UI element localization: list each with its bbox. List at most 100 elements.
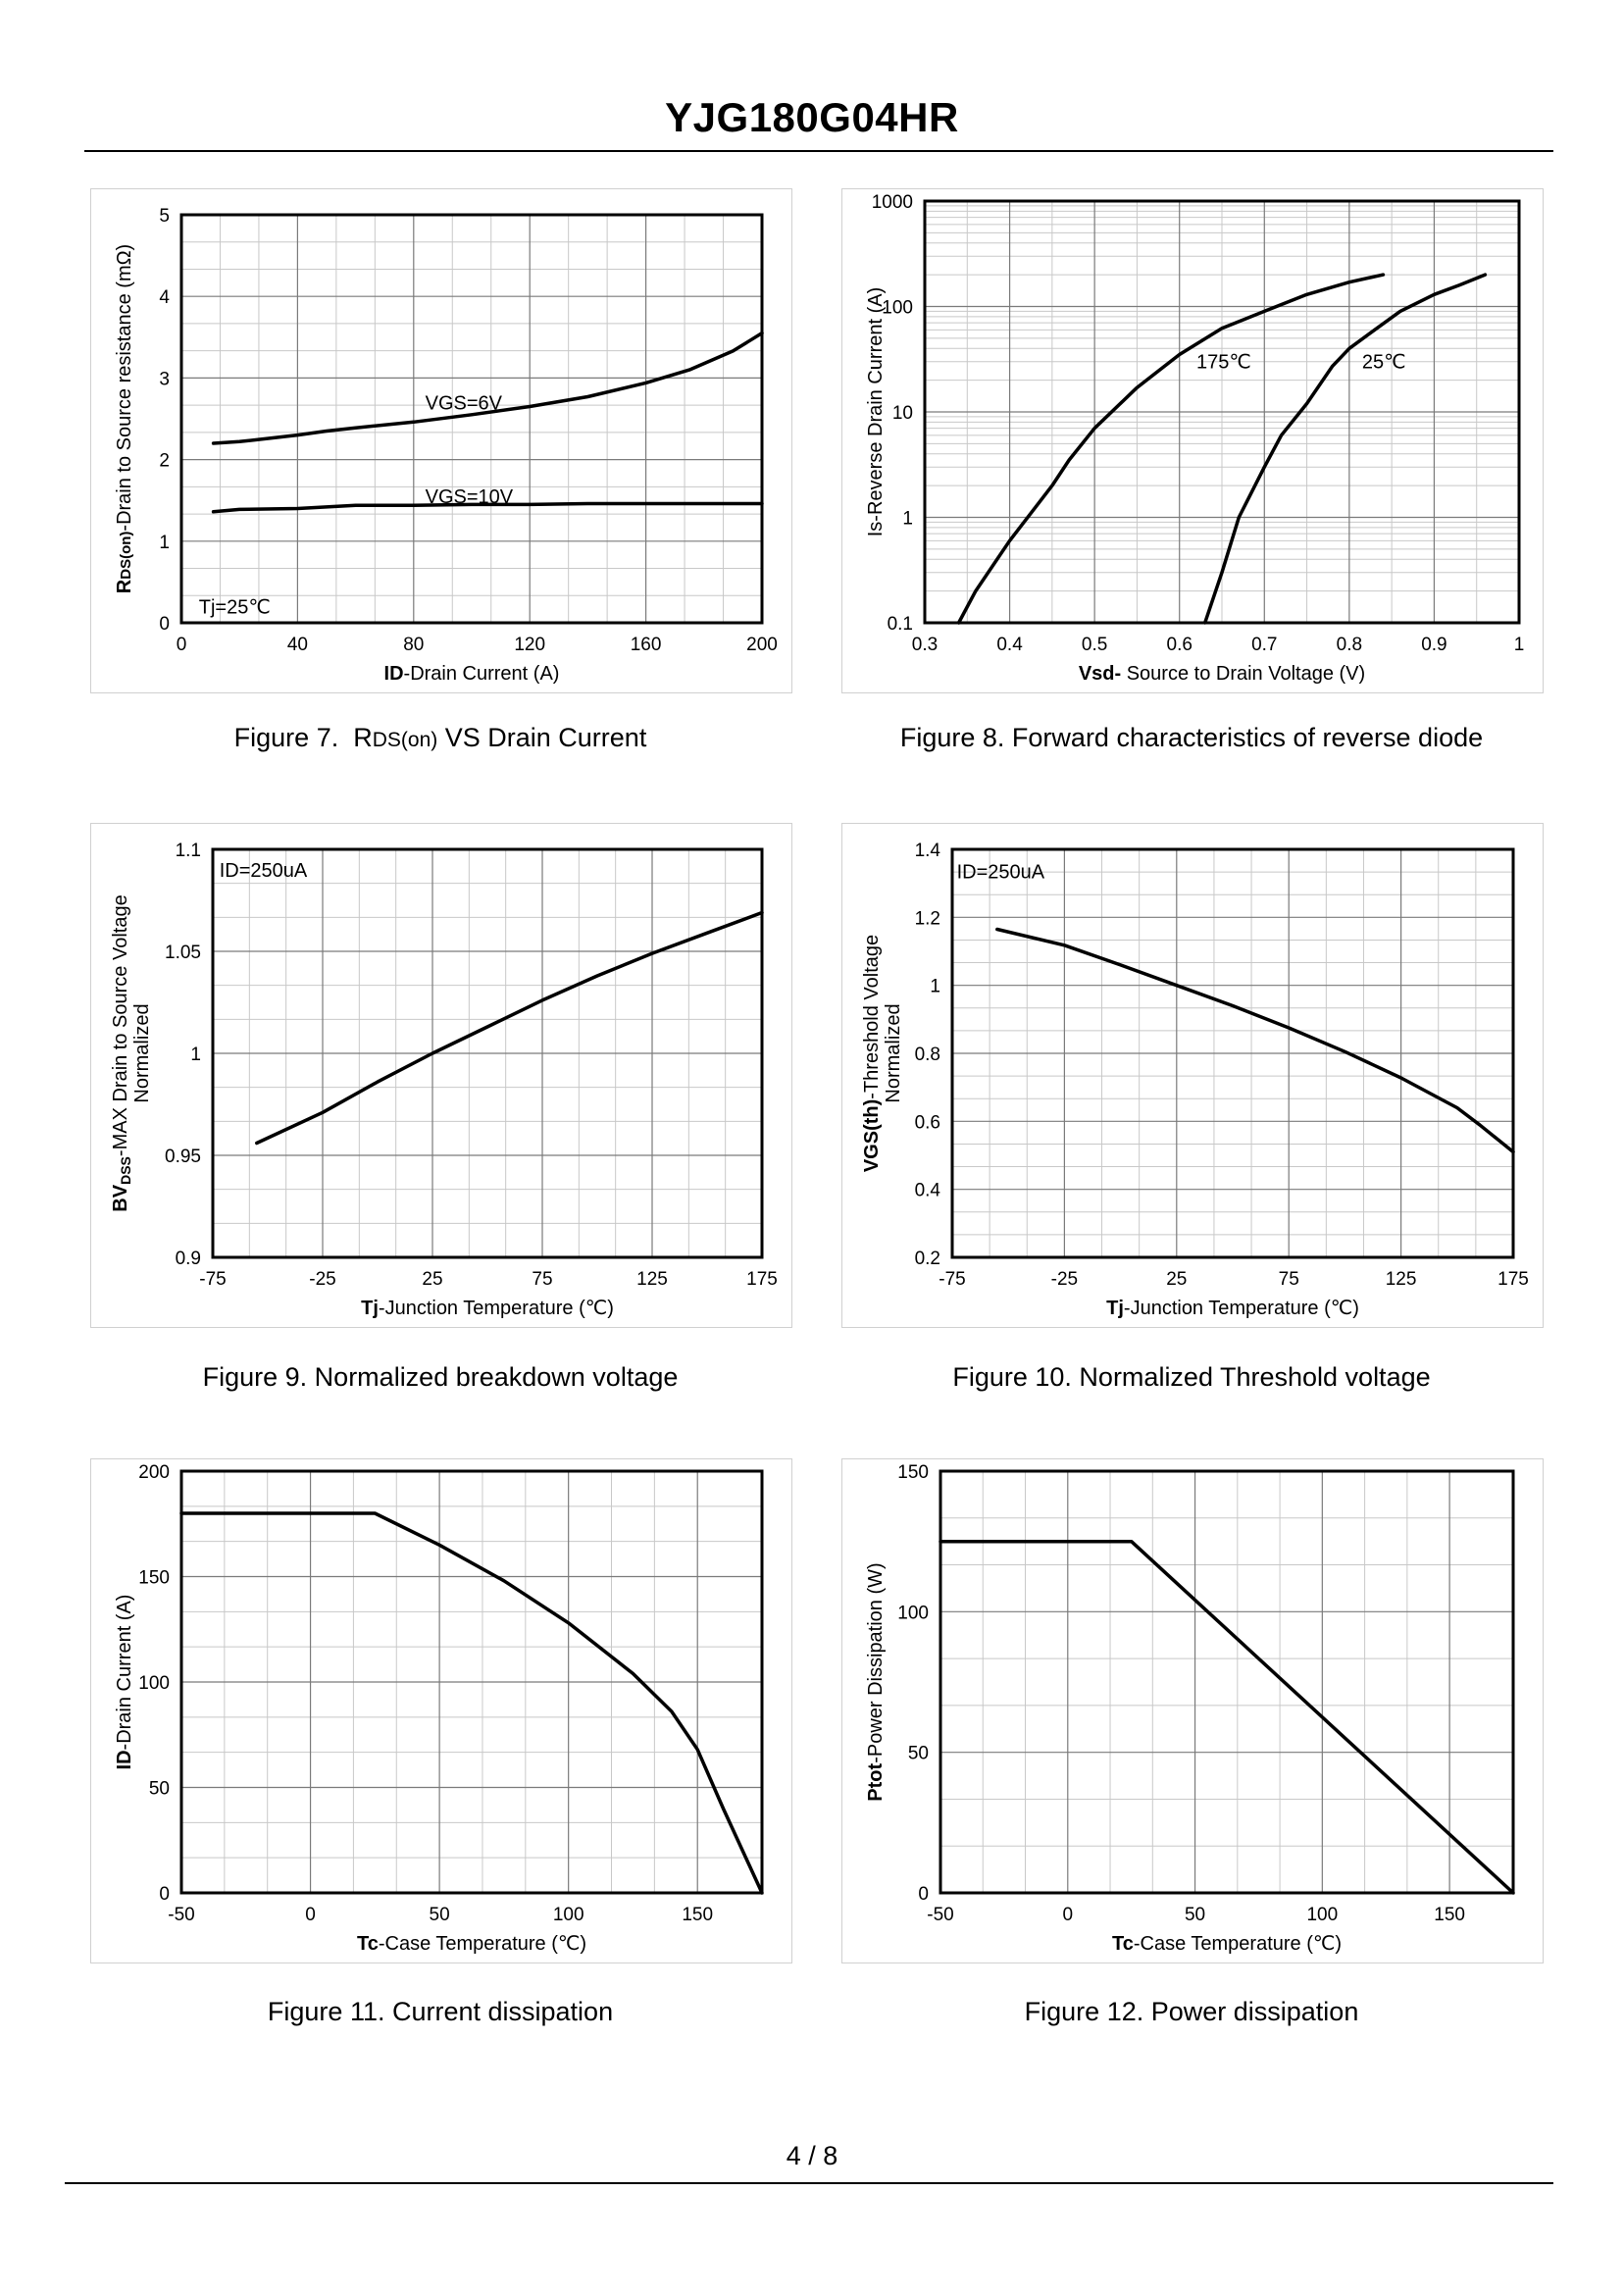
y-axis-label: ID-Drain Current (A) — [114, 1595, 135, 1770]
x-tick-label: 0.7 — [1251, 635, 1277, 655]
y-tick-label: 1.05 — [165, 943, 201, 963]
x-tick-label: -50 — [927, 1905, 953, 1925]
y-tick-label: 50 — [908, 1744, 929, 1764]
footer-rule — [65, 2182, 1553, 2184]
x-tick-label: 80 — [403, 635, 424, 655]
y-axis-label: Is-Reverse Drain Current (A) — [865, 287, 887, 537]
y-tick-label: 1 — [159, 533, 170, 553]
y-tick-label: 5 — [159, 206, 170, 227]
x-tick-label: 0.9 — [1421, 635, 1446, 655]
x-tick-label: -75 — [199, 1269, 226, 1290]
grid — [212, 848, 763, 1258]
y-tick-label: 2 — [159, 451, 170, 472]
y-tick-label: 100 — [138, 1673, 170, 1694]
grid — [180, 1470, 762, 1894]
x-tick-label: 0.4 — [996, 635, 1023, 655]
header-rule — [84, 150, 1553, 152]
x-axis-label: Tj-Junction Temperature (℃) — [361, 1298, 614, 1319]
plot-frame — [950, 847, 1515, 1259]
page-number: 4 / 8 — [786, 2141, 838, 2170]
x-tick-label: 25 — [422, 1269, 442, 1290]
y-tick-label: 150 — [138, 1568, 170, 1589]
y-axis-title: BVDSS-MAX Drain to Source Voltage — [110, 894, 133, 1211]
annotation-label: ID=250uA — [220, 860, 308, 882]
y-axis-title: Is-Reverse Drain Current (A) — [865, 287, 887, 537]
y-tick-label: 100 — [882, 298, 913, 319]
annotation-label: 175℃ — [1196, 352, 1251, 374]
grid — [924, 200, 1520, 624]
y-axis-label: BVDSS-MAX Drain to Source Voltage Normali… — [110, 894, 153, 1211]
x-axis-label: Tc-Case Temperature (℃) — [1112, 1933, 1342, 1955]
y-tick-label: 0.9 — [176, 1249, 201, 1269]
y-axis-title: Ptot-Power Dissipation (W) — [865, 1562, 887, 1801]
annotation-label: Tj=25℃ — [199, 596, 271, 618]
chart-fig9: -75 -25 25 75 125 175 0.9 0.95 1 1.05 1.1 Tj-Juncti… — [90, 823, 792, 1328]
plot-frame — [179, 1469, 764, 1895]
y-tick-label: 0.6 — [915, 1112, 940, 1133]
annotation-label: 25℃ — [1362, 352, 1406, 374]
y-tick-label: 0.1 — [888, 614, 913, 635]
x-tick-label: 175 — [1497, 1269, 1529, 1290]
caption-fig12: Figure 12. Power dissipation — [1024, 1997, 1359, 2026]
series-line — [939, 1539, 1515, 1895]
series-line — [179, 1511, 764, 1895]
x-tick-label: 40 — [287, 635, 308, 655]
y-axis-label: Ptot-Power Dissipation (W) — [865, 1562, 887, 1801]
y-tick-label: 1 — [930, 977, 940, 997]
x-tick-label: 150 — [682, 1905, 713, 1925]
x-tick-label: -25 — [1051, 1269, 1078, 1290]
x-tick-label: 100 — [1306, 1905, 1338, 1925]
chart-fig8: 0.3 0.4 0.5 0.6 0.7 0.8 0.9 1 0.1 1 10 100 1000 Vsd- … — [841, 188, 1544, 693]
x-tick-label: 125 — [1386, 1269, 1417, 1290]
x-tick-label: 200 — [746, 635, 778, 655]
x-axis-label: Tj-Junction Temperature (℃) — [1106, 1298, 1359, 1319]
series-line — [1202, 273, 1488, 625]
caption-fig8: Figure 8. Forward characteristics of rev… — [899, 723, 1484, 752]
x-tick-label: -50 — [168, 1905, 194, 1925]
y-tick-label: 1000 — [872, 192, 913, 213]
y-axis-label: RDS(on)-Drain to Source resistance (mΩ) — [114, 244, 135, 593]
x-tick-label: 100 — [553, 1905, 584, 1925]
chart-fig10: -75 -25 25 75 125 175 0.2 0.4 0.6 0.8 1 1.2 1.4 Tj-Ju… — [841, 823, 1544, 1328]
x-tick-label: 0.5 — [1082, 635, 1107, 655]
x-axis-label: ID-Drain Current (A) — [384, 663, 560, 685]
y-axis-title: RDS(on)-Drain to Source resistance (mΩ) — [114, 244, 135, 593]
plot-frame — [211, 847, 764, 1259]
series-line — [995, 927, 1515, 1154]
x-tick-label: 25 — [1166, 1269, 1187, 1290]
y-tick-label: 0.4 — [915, 1181, 941, 1201]
y-tick-label: 1 — [190, 1045, 201, 1065]
y-tick-label: 3 — [159, 369, 170, 389]
chart-fig12: -50 0 50 100 150 0 50 100 150 Tc-Case Temperature… — [841, 1458, 1544, 1963]
y-tick-label: 1 — [902, 509, 913, 530]
caption-fig7: Figure 7. RDS(on) VS Drain Current — [233, 723, 647, 752]
x-tick-label: 0 — [177, 635, 187, 655]
x-tick-label: 1 — [1514, 635, 1525, 655]
series-line — [211, 501, 764, 514]
x-tick-label: 75 — [532, 1269, 552, 1290]
plot-frame — [923, 199, 1521, 625]
x-tick-label: 120 — [514, 635, 545, 655]
y-tick-label: 200 — [138, 1462, 170, 1483]
grid — [951, 848, 1514, 1258]
annotation-label: VGS=6V — [426, 392, 503, 414]
x-axis-label: Tc-Case Temperature (℃) — [357, 1933, 586, 1955]
x-tick-label: 0.8 — [1337, 635, 1362, 655]
y-tick-label: 150 — [897, 1462, 929, 1483]
x-tick-label: 0.3 — [912, 635, 938, 655]
y-tick-label: 4 — [159, 287, 170, 308]
chart-fig7: 0 40 80 120 160 200 0 1 2 3 4 5 ID-Drain Current (A)… — [90, 188, 792, 693]
x-tick-label: 50 — [1185, 1905, 1205, 1925]
x-tick-label: 0 — [1062, 1905, 1073, 1925]
y-tick-label: 100 — [897, 1603, 929, 1623]
y-tick-label: 0 — [918, 1884, 929, 1905]
x-tick-label: 125 — [636, 1269, 668, 1290]
plot-frame — [179, 213, 764, 625]
page-title: YJG180G04HR — [665, 94, 959, 140]
y-tick-label: 1.1 — [176, 841, 201, 861]
x-tick-label: 150 — [1434, 1905, 1465, 1925]
y-tick-label: 1.4 — [915, 841, 941, 861]
y-axis-title: ID-Drain Current (A) — [114, 1595, 135, 1770]
annotation-label: ID=250uA — [957, 862, 1045, 884]
series-line — [956, 273, 1386, 625]
